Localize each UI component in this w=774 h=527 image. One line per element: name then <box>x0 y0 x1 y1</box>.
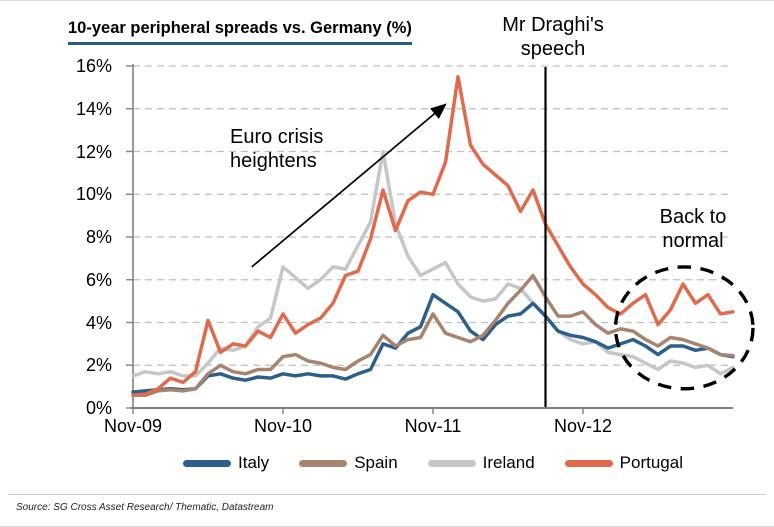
annotation-draghi-line2: speech <box>520 38 586 60</box>
series-line-ireland <box>131 149 735 378</box>
annotation-back-line2: normal <box>662 230 724 252</box>
footer-separator <box>8 494 766 495</box>
legend-item-portugal: Portugal <box>564 453 683 473</box>
chart-annotations <box>251 67 755 407</box>
y-tick-label-4%: 4% <box>85 312 112 333</box>
x-tick-label-Nov-11: Nov-11 <box>404 416 462 436</box>
annotation-euro-crisis-line2: heightens <box>230 150 317 172</box>
y-tick-label-14%: 14% <box>75 98 112 119</box>
chart-title: 10-year peripheral spreads vs. Germany (… <box>68 19 412 45</box>
y-tick-label-16%: 16% <box>75 56 112 76</box>
legend-swatch-italy <box>183 459 231 467</box>
legend-item-italy: Italy <box>183 453 269 473</box>
annotation-euro-crisis-line1: Euro crisis <box>230 126 324 148</box>
chart-legend: Italy Spain Ireland Portugal <box>133 453 733 473</box>
legend-swatch-portugal <box>564 459 613 467</box>
legend-swatch-spain <box>299 459 348 467</box>
legend-label-portugal: Portugal <box>619 453 683 472</box>
annotation-back-line1: Back to <box>659 206 727 228</box>
annotation-euro-crisis: Euro crisis heightens <box>230 125 323 173</box>
annotation-draghi-speech: Mr Draghi's speech <box>463 13 643 61</box>
back-to-normal-ellipse <box>613 265 755 391</box>
axes <box>126 64 733 414</box>
legend-label-ireland: Ireland <box>482 453 535 472</box>
legend-item-spain: Spain <box>299 453 398 473</box>
legend-item-ireland: Ireland <box>427 453 535 473</box>
y-tick-label-8%: 8% <box>85 227 112 247</box>
series-lines <box>131 74 735 397</box>
y-tick-label-2%: 2% <box>85 355 112 376</box>
euro-crisis-arrow <box>251 103 447 268</box>
legend-label-spain: Spain <box>354 453 398 472</box>
x-tick-label-Nov-10: Nov-10 <box>253 416 313 436</box>
series-line-italy <box>131 292 735 394</box>
x-tick-label-Nov-09: Nov-09 <box>103 416 163 436</box>
series-line-spain <box>131 273 735 397</box>
annotation-back-to-normal: Back to normal <box>613 205 773 253</box>
y-tick-label-12%: 12% <box>75 141 112 162</box>
annotation-draghi-line1: Mr Draghi's <box>502 14 604 36</box>
legend-label-italy: Italy <box>238 453 270 472</box>
source-note: Source: SG Cross Asset Research/ Themati… <box>16 502 274 513</box>
y-tick-label-6%: 6% <box>85 269 112 290</box>
legend-swatch-ireland <box>427 459 476 467</box>
x-tick-label-Nov-12: Nov-12 <box>553 416 613 436</box>
y-tick-label-0%: 0% <box>85 398 112 418</box>
y-tick-label-10%: 10% <box>75 184 112 205</box>
series-line-portugal <box>131 74 735 397</box>
